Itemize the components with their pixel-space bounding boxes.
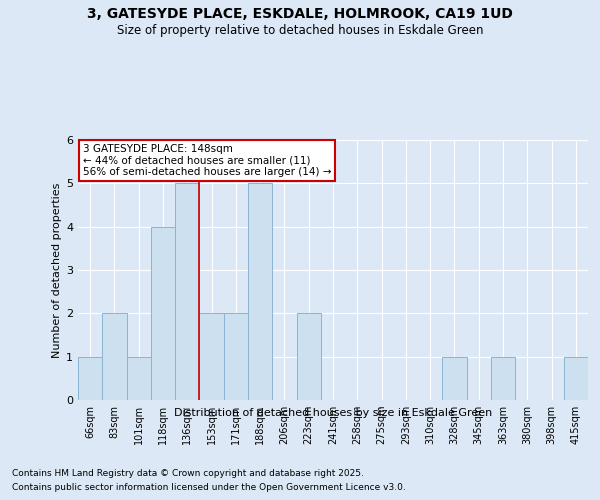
Text: Contains HM Land Registry data © Crown copyright and database right 2025.: Contains HM Land Registry data © Crown c… — [12, 468, 364, 477]
Text: Contains public sector information licensed under the Open Government Licence v3: Contains public sector information licen… — [12, 484, 406, 492]
Bar — [175, 184, 199, 400]
Text: Distribution of detached houses by size in Eskdale Green: Distribution of detached houses by size … — [174, 408, 492, 418]
Bar — [491, 356, 515, 400]
Bar — [127, 356, 151, 400]
Bar — [442, 356, 467, 400]
Text: Size of property relative to detached houses in Eskdale Green: Size of property relative to detached ho… — [117, 24, 483, 37]
Bar — [102, 314, 127, 400]
Y-axis label: Number of detached properties: Number of detached properties — [52, 182, 62, 358]
Bar — [151, 226, 175, 400]
Bar — [248, 184, 272, 400]
Bar — [199, 314, 224, 400]
Bar — [78, 356, 102, 400]
Bar — [564, 356, 588, 400]
Bar — [296, 314, 321, 400]
Text: 3, GATESYDE PLACE, ESKDALE, HOLMROOK, CA19 1UD: 3, GATESYDE PLACE, ESKDALE, HOLMROOK, CA… — [87, 8, 513, 22]
Text: 3 GATESYDE PLACE: 148sqm
← 44% of detached houses are smaller (11)
56% of semi-d: 3 GATESYDE PLACE: 148sqm ← 44% of detach… — [83, 144, 332, 177]
Bar — [224, 314, 248, 400]
